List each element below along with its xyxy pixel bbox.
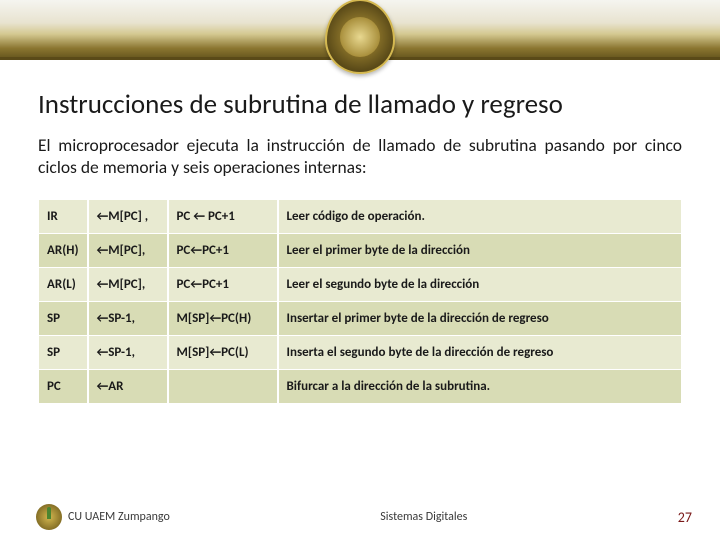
cell-desc: Insertar el primer byte de la dirección … bbox=[278, 301, 682, 335]
cell-reg: AR(L) bbox=[39, 267, 88, 301]
cell-op1: ←SP-1, bbox=[88, 301, 168, 335]
cell-op2: PC ← PC+1 bbox=[168, 199, 278, 233]
footer-logo-icon bbox=[36, 504, 62, 530]
table-row: IR ←M[PC] , PC ← PC+1 Leer código de ope… bbox=[39, 199, 682, 233]
cell-op1: ←SP-1, bbox=[88, 335, 168, 369]
footer-institution: CU UAEM Zumpango bbox=[68, 510, 170, 524]
cell-desc: Leer el segundo byte de la dirección bbox=[278, 267, 682, 301]
cell-desc: Bifurcar a la dirección de la subrutina. bbox=[278, 369, 682, 403]
cell-desc: Leer el primer byte de la dirección bbox=[278, 233, 682, 267]
operations-table: IR ←M[PC] , PC ← PC+1 Leer código de ope… bbox=[38, 199, 682, 404]
table-row: AR(L) ←M[PC], PC←PC+1 Leer el segundo by… bbox=[39, 267, 682, 301]
cell-op1: ←M[PC], bbox=[88, 267, 168, 301]
cell-reg: SP bbox=[39, 335, 88, 369]
table-row: SP ←SP-1, M[SP]←PC(L) Inserta el segundo… bbox=[39, 335, 682, 369]
intro-text: El microprocesador ejecuta la instrucció… bbox=[38, 135, 682, 179]
cell-reg: IR bbox=[39, 199, 88, 233]
slide-title: Instrucciones de subrutina de llamado y … bbox=[38, 88, 682, 121]
cell-op1: ←M[PC] , bbox=[88, 199, 168, 233]
page-number: 27 bbox=[678, 509, 692, 526]
cell-op2: M[SP]←PC(L) bbox=[168, 335, 278, 369]
cell-op2: PC←PC+1 bbox=[168, 267, 278, 301]
table-row: SP ←SP-1, M[SP]←PC(H) Insertar el primer… bbox=[39, 301, 682, 335]
table-row: AR(H) ←M[PC], PC←PC+1 Leer el primer byt… bbox=[39, 233, 682, 267]
cell-desc: Leer código de operación. bbox=[278, 199, 682, 233]
cell-desc: Inserta el segundo byte de la dirección … bbox=[278, 335, 682, 369]
header-bar bbox=[0, 0, 720, 60]
cell-op1: ←M[PC], bbox=[88, 233, 168, 267]
cell-reg: PC bbox=[39, 369, 88, 403]
cell-op1: ←AR bbox=[88, 369, 168, 403]
logo-inner bbox=[340, 17, 380, 57]
slide-content: Instrucciones de subrutina de llamado y … bbox=[0, 60, 720, 404]
footer-left: CU UAEM Zumpango bbox=[36, 504, 170, 530]
cell-op2 bbox=[168, 369, 278, 403]
cell-reg: AR(H) bbox=[39, 233, 88, 267]
cell-op2: M[SP]←PC(H) bbox=[168, 301, 278, 335]
institution-logo bbox=[325, 0, 395, 74]
table-row: PC ←AR Bifurcar a la dirección de la sub… bbox=[39, 369, 682, 403]
cell-op2: PC←PC+1 bbox=[168, 233, 278, 267]
footer: CU UAEM Zumpango Sistemas Digitales 27 bbox=[0, 504, 720, 530]
cell-reg: SP bbox=[39, 301, 88, 335]
footer-course: Sistemas Digitales bbox=[380, 510, 467, 524]
